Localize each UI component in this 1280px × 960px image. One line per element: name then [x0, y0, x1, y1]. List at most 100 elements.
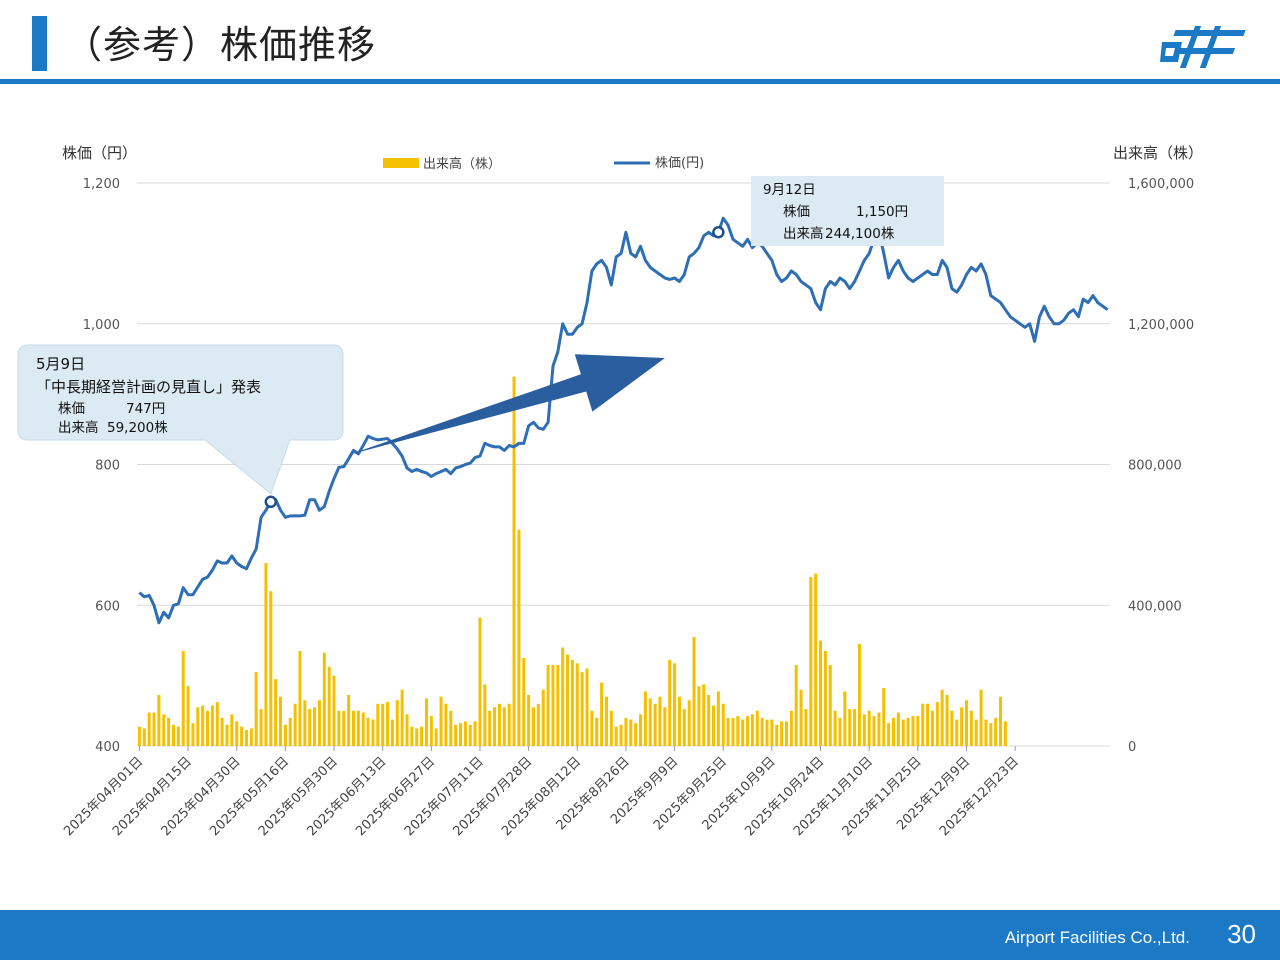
volume-bar: [590, 710, 594, 746]
volume-bar: [191, 723, 195, 746]
volume-bar: [804, 709, 808, 746]
volume-bar: [488, 710, 492, 746]
volume-bar: [337, 710, 341, 746]
volume-bar: [561, 647, 565, 746]
volume-bar: [361, 712, 365, 746]
volume-bar: [497, 703, 501, 746]
volume-bar: [794, 665, 798, 746]
volume-bar: [964, 700, 968, 746]
callout-sep12-volume: 244,100株: [825, 226, 895, 242]
company-logo: [1160, 26, 1246, 68]
volume-bar: [634, 723, 638, 746]
volume-bar: [901, 719, 905, 746]
callout-may9: 5月9日 「中長期経営計画の見直し」発表 株価 747円 出来高 59,200株: [17, 344, 344, 495]
volume-bar: [536, 703, 540, 746]
volume-bar: [663, 707, 667, 746]
volume-bar: [468, 724, 472, 746]
marker-sep12: [712, 226, 725, 239]
volume-bar: [614, 726, 618, 746]
volume-bar: [225, 724, 229, 746]
volume-bar: [867, 710, 871, 746]
volume-bar: [517, 529, 521, 746]
volume-bar: [308, 709, 312, 746]
volume-bar: [327, 666, 331, 746]
left-tick-label: 1,200: [83, 177, 120, 192]
volume-bar: [167, 717, 171, 746]
volume-bar: [595, 717, 599, 746]
volume-bar: [974, 719, 978, 746]
volume-bar: [147, 712, 151, 746]
volume-bar: [896, 712, 900, 746]
volume-bar: [741, 719, 745, 746]
volume-bar: [750, 714, 754, 746]
volume-bar: [716, 691, 720, 746]
volume-bar: [731, 717, 735, 746]
volume-bar: [317, 700, 321, 746]
volume-bar: [848, 709, 852, 746]
volume-bar: [157, 694, 161, 746]
volume-bar: [240, 726, 244, 746]
volume-bar: [780, 721, 784, 746]
volume-bar: [755, 710, 759, 746]
volume-bar: [196, 707, 200, 746]
volume-bar: [692, 636, 696, 746]
right-tick-label: 800,000: [1128, 459, 1182, 474]
volume-bar: [293, 703, 297, 746]
x-axis-ticks: 2025年04月01日2025年04月15日2025年04月30日2025年05…: [61, 746, 1022, 839]
volume-bar: [960, 707, 964, 746]
volume-bar: [215, 702, 219, 746]
callout-sep12-box: [751, 176, 944, 246]
grid: [137, 182, 1110, 747]
volume-bar: [410, 726, 414, 746]
volume-bar: [356, 710, 360, 746]
volume-bar: [137, 726, 141, 746]
volume-bar: [643, 691, 647, 746]
volume-bar: [201, 705, 205, 746]
volume-bar: [707, 694, 711, 746]
volume-bar: [775, 724, 779, 746]
right-tick-label: 0: [1128, 740, 1136, 755]
volume-bar: [459, 723, 463, 746]
volume-bar: [298, 650, 302, 746]
volume-bar: [624, 717, 628, 746]
volume-bar: [906, 717, 910, 746]
volume-bar: [819, 640, 823, 746]
left-axis-title: 株価（円）: [62, 144, 137, 162]
volume-bar: [887, 723, 891, 746]
volume-bar: [629, 719, 633, 746]
footer-bar: Airport Facilities Co.,Ltd. 30: [0, 910, 1280, 960]
volume-bar: [955, 719, 959, 746]
footer-company: Airport Facilities Co.,Ltd.: [1004, 928, 1190, 947]
volume-bar: [210, 705, 214, 746]
volume-bar: [658, 696, 662, 746]
title-accent-bar: [32, 16, 47, 71]
volume-bar: [249, 728, 253, 746]
volume-bar: [483, 684, 487, 746]
volume-bar: [828, 665, 832, 746]
left-tick-label: 1,000: [83, 318, 120, 333]
volume-bar: [736, 716, 740, 746]
volume-bar: [746, 716, 750, 746]
volume-bar: [935, 702, 939, 746]
volume-bar: [395, 700, 399, 746]
price-series-line: [138, 216, 1109, 625]
volume-bar: [872, 716, 876, 746]
volume-bar: [186, 686, 190, 746]
volume-bar: [619, 724, 623, 746]
volume-bar: [668, 659, 672, 746]
callout-may9-date: 5月9日: [36, 355, 85, 373]
header-rule: [0, 79, 1280, 84]
trend-arrow: [348, 354, 665, 455]
volume-bar: [566, 654, 570, 746]
volume-bar: [721, 703, 725, 746]
left-tick-label: 400: [95, 740, 120, 755]
volume-bar: [1003, 721, 1007, 746]
volume-bar: [945, 694, 949, 746]
volume-bar: [916, 716, 920, 746]
callout-sep12-price-label: 株価: [783, 204, 810, 220]
x-tick-label: 2025年04月01日: [61, 754, 146, 839]
volume-bar: [969, 710, 973, 746]
callout-sep12-volume-label: 出来高: [783, 225, 824, 242]
volume-bar: [274, 679, 278, 746]
volume-bar: [673, 663, 677, 746]
